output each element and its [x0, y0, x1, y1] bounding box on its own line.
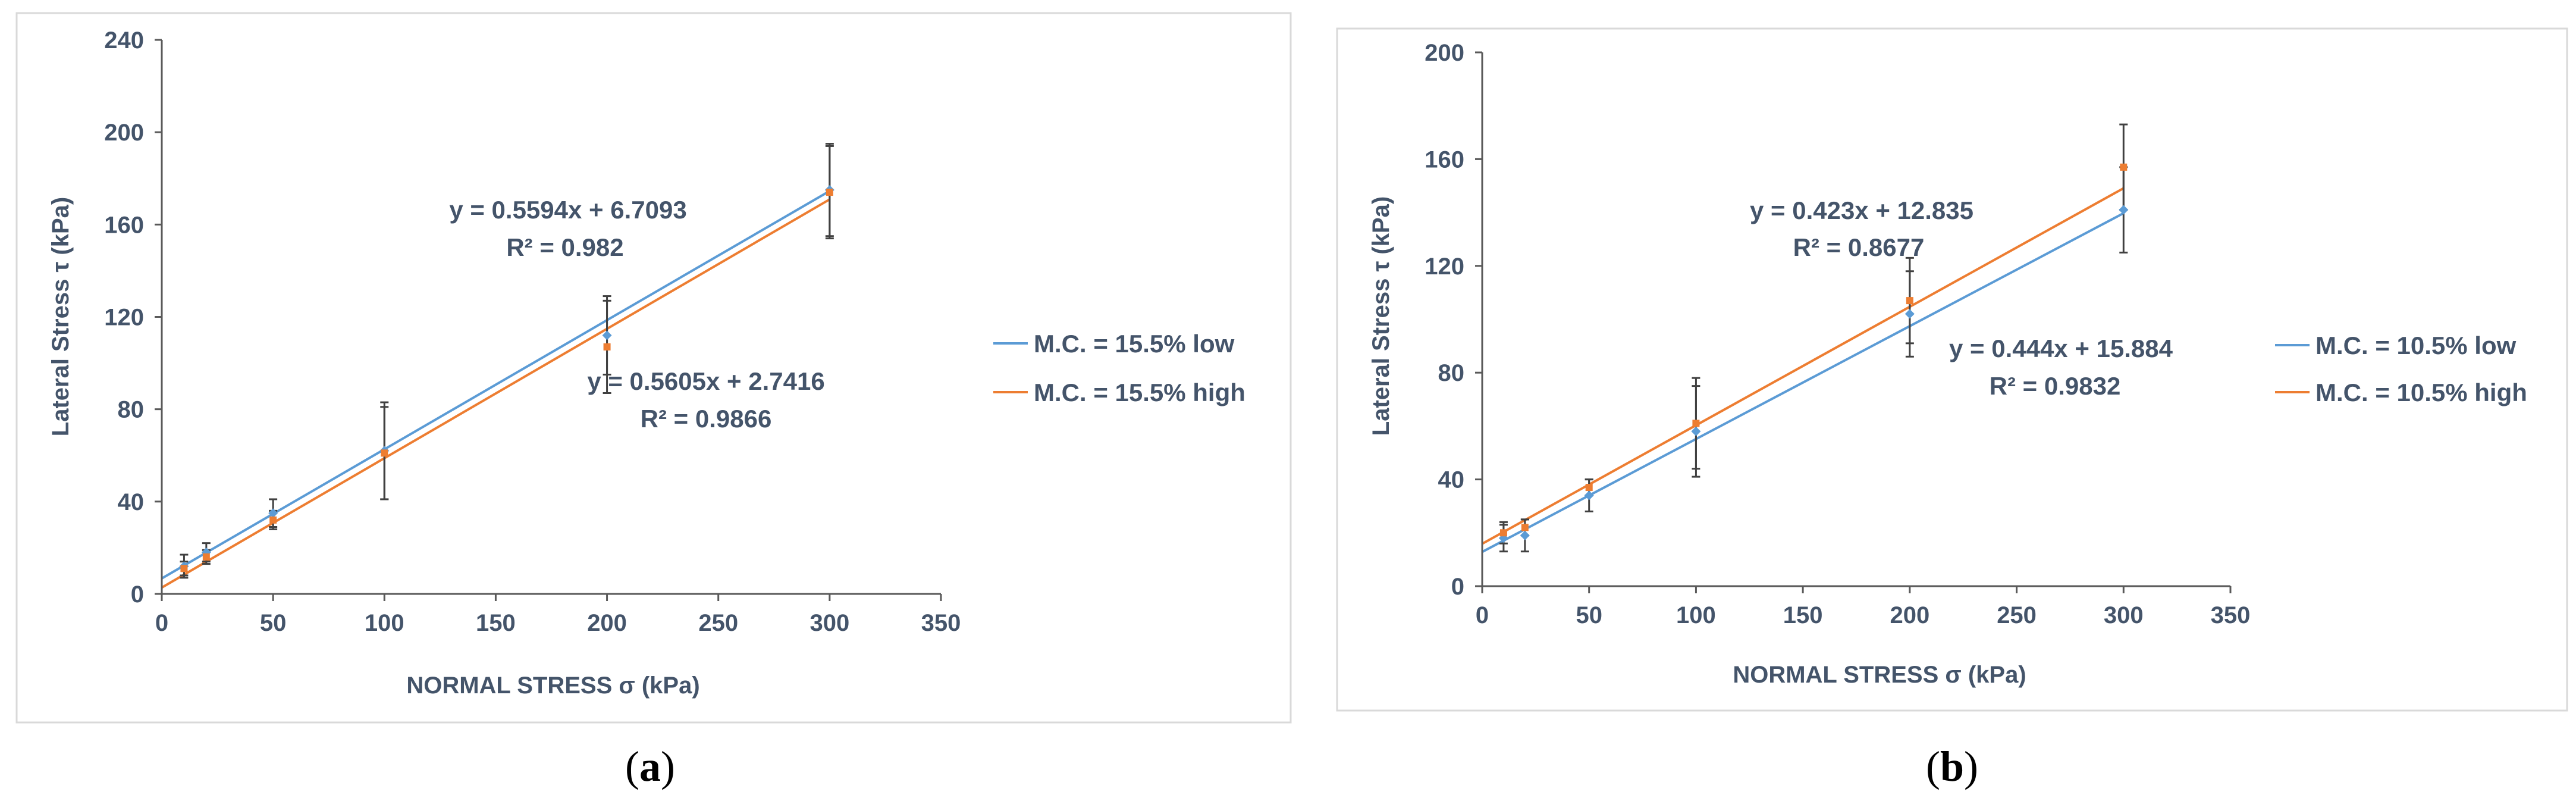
- chart-a-point-high: [603, 343, 611, 351]
- chart-a-point-high: [269, 516, 277, 524]
- chart-b-x-tick-label: 0: [1476, 602, 1489, 628]
- chart-a-x-tick-label: 200: [587, 610, 627, 636]
- chart-a-x-tick-label: 150: [476, 610, 516, 636]
- chart-a-y-tick-label: 0: [131, 581, 144, 608]
- chart-b-legend-high-label: M.C. = 10.5% high: [2315, 378, 2527, 406]
- chart-b-y-tick-label: 120: [1425, 254, 1464, 280]
- chart-a-point-high: [381, 449, 388, 457]
- chart-b-x-tick-label: 350: [2211, 602, 2251, 628]
- chart-b-border: [1336, 27, 2568, 712]
- chart-b-point-low: [1691, 426, 1701, 436]
- chart-a-trend-low-equation: y = 0.5594x + 6.7093: [449, 196, 686, 224]
- chart-b-x-tick-label: 300: [2104, 602, 2144, 628]
- chart-b-x-tick-label: 50: [1576, 602, 1602, 628]
- chart-b-x-tick-label: 200: [1890, 602, 1929, 628]
- chart-a-x-tick-label: 250: [698, 610, 738, 636]
- chart-a-x-tick-label: 300: [809, 610, 849, 636]
- chart-b-legend: M.C. = 10.5% low M.C. = 10.5% high: [2275, 331, 2527, 406]
- chart-a-legend: M.C. = 15.5% low M.C. = 15.5% high: [993, 330, 1245, 406]
- chart-b-y-axis-title: Lateral Stress τ (kPa): [1368, 196, 1394, 436]
- chart-a-trend-low-r2: R² = 0.982: [506, 233, 623, 261]
- chart-b-point-low: [1904, 309, 1915, 319]
- chart-a-point-high: [826, 189, 833, 196]
- chart-b-y-tick-label: 40: [1438, 467, 1465, 493]
- chart-a-x-tick-label: 0: [155, 610, 168, 636]
- chart-a-trend-high-equation: y = 0.5605x + 2.7416: [587, 367, 824, 395]
- chart-a-y-tick-label: 240: [104, 27, 144, 54]
- chart-a-y-tick-label: 40: [118, 489, 145, 515]
- chart-b-trend-high-equation: y = 0.444x + 15.884: [1949, 334, 2173, 362]
- chart-a-legend-high-label: M.C. = 15.5% high: [1034, 378, 1245, 406]
- panel-a-caption: (a): [625, 743, 675, 790]
- chart-a-y-tick-label: 160: [104, 212, 144, 238]
- chart-b-y-tick-label: 0: [1451, 574, 1464, 600]
- chart-a-point-high: [202, 553, 210, 561]
- panel-a-caption-letter: a: [639, 743, 661, 790]
- chart-a-x-axis-title: NORMAL STRESS σ (kPa): [406, 672, 699, 699]
- chart-b-trend-low-equation: y = 0.423x + 12.835: [1750, 196, 1973, 224]
- chart-b-point-low: [1520, 530, 1530, 540]
- chart-b-point-low: [2119, 205, 2129, 215]
- chart-b-x-tick-label: 250: [1997, 602, 2037, 628]
- chart-a-trend-high-r2: R² = 0.9866: [641, 405, 772, 433]
- chart-a-point-low: [602, 330, 612, 340]
- chart-a-y-tick-label: 80: [118, 397, 145, 423]
- chart-b-point-high: [1521, 524, 1529, 531]
- chart-b-y-tick-label: 80: [1438, 360, 1465, 386]
- chart-b-point-high: [2120, 163, 2128, 171]
- chart-a-border: [15, 12, 1292, 724]
- chart-a-y-tick-label: 200: [104, 120, 144, 146]
- chart-a-point-low: [268, 508, 278, 518]
- chart-b-point-high: [1585, 484, 1593, 492]
- chart-b-y-tick-label: 160: [1425, 146, 1464, 173]
- chart-b-x-tick-label: 100: [1676, 602, 1716, 628]
- chart-b-y-tick-label: 200: [1425, 40, 1464, 66]
- chart-b-x-tick-label: 150: [1783, 602, 1823, 628]
- chart-a-legend-low-label: M.C. = 15.5% low: [1034, 330, 1235, 358]
- chart-panel-b: 0 40 80 120 160 200 0 50 100 150 200 250 300 350 Lat…: [1336, 27, 2568, 712]
- chart-a-x-tick-label: 100: [365, 610, 404, 636]
- chart-a-point-high: [180, 565, 188, 572]
- chart-b-point-high: [1692, 420, 1700, 427]
- chart-b-point-low: [1584, 490, 1594, 500]
- chart-b-x-axis-title: NORMAL STRESS σ (kPa): [1733, 662, 2026, 688]
- chart-a-x-tick-label: 350: [921, 610, 961, 636]
- panel-b-caption: (b): [1926, 743, 1978, 790]
- chart-b-legend-low-label: M.C. = 10.5% low: [2315, 331, 2517, 359]
- panel-b-caption-letter: b: [1940, 743, 1964, 790]
- chart-b-point-high: [1906, 297, 1913, 305]
- chart-b-point-high: [1499, 529, 1507, 537]
- chart-a-y-tick-label: 120: [104, 305, 144, 331]
- chart-b-trend-high-r2: R² = 0.9832: [1990, 372, 2121, 400]
- chart-b-trend-low-r2: R² = 0.8677: [1793, 233, 1925, 261]
- chart-a-x-tick-label: 50: [260, 610, 287, 636]
- chart-a-y-axis-title: Lateral Stress τ (kPa): [48, 197, 74, 436]
